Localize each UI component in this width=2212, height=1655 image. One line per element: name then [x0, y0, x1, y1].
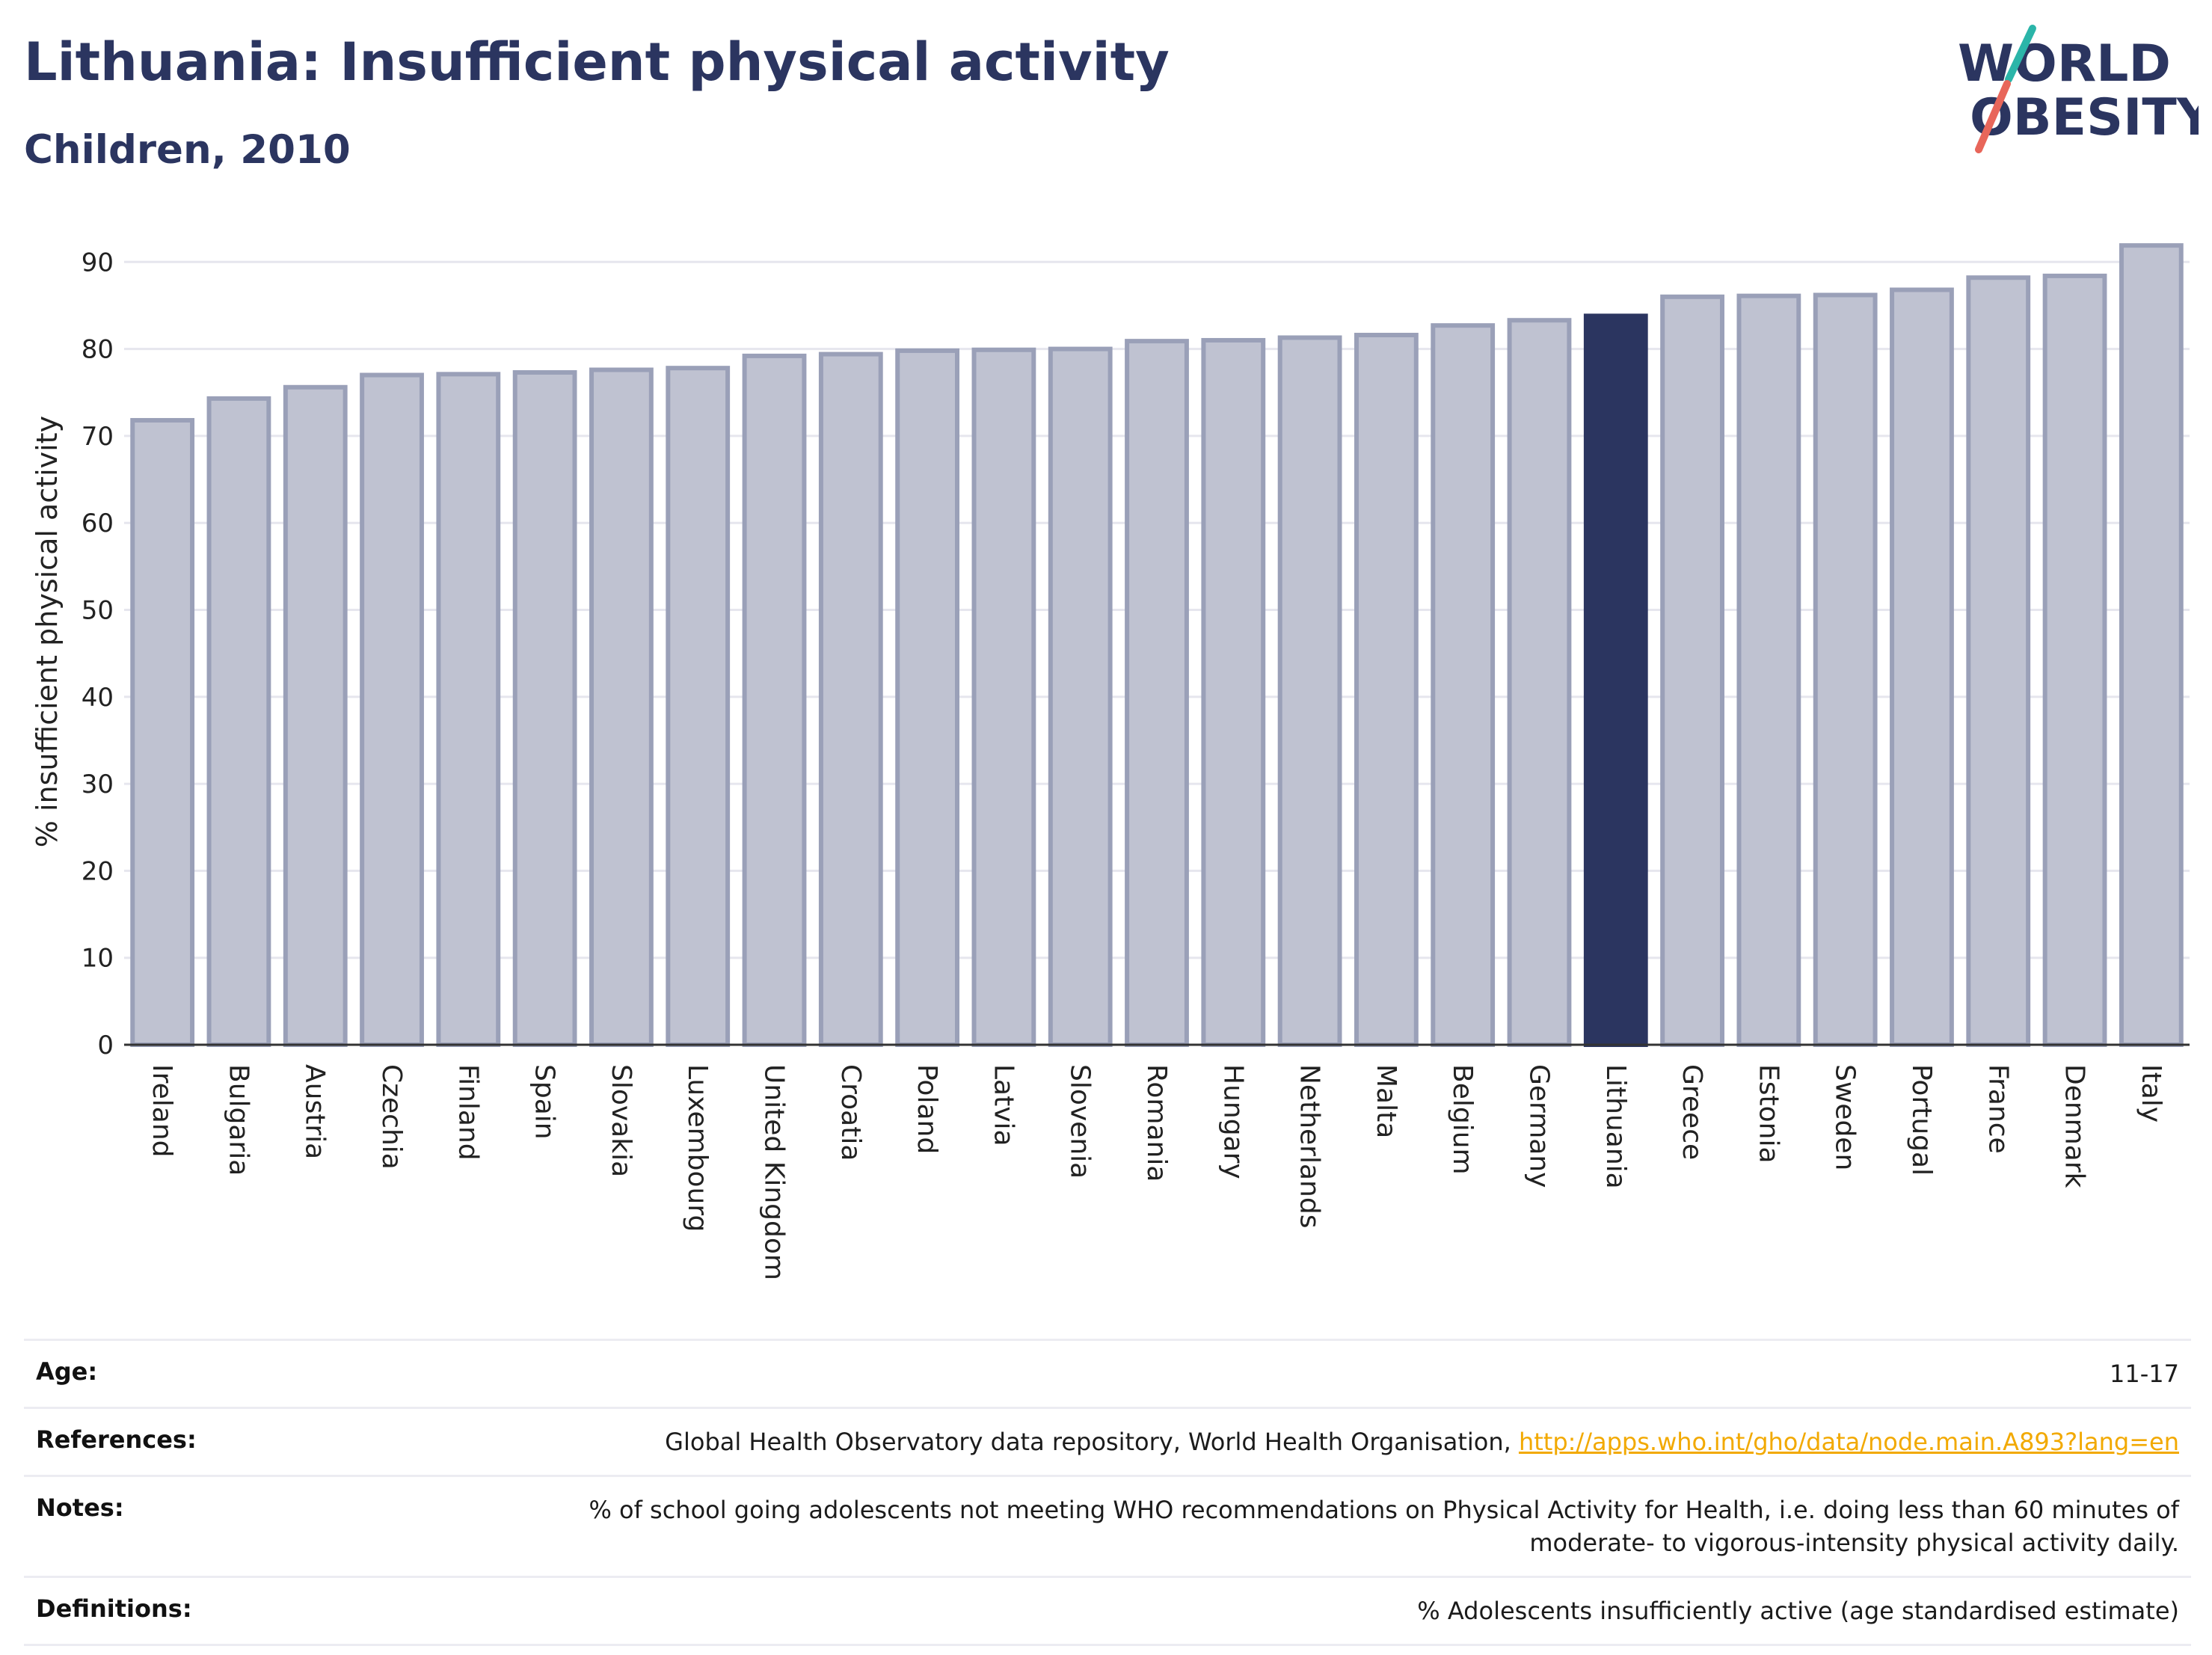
- meta-label-definitions: Definitions:: [36, 1594, 192, 1623]
- meta-row-notes: Notes: % of school going adolescents not…: [24, 1475, 2191, 1576]
- x-tick-label: Lithuania: [1600, 1064, 1631, 1189]
- x-tick-label: Italy: [2136, 1064, 2166, 1123]
- bar-portugal: [1890, 287, 1954, 1047]
- bar-slovakia: [589, 367, 654, 1047]
- references-link[interactable]: http://apps.who.int/gho/data/node.main.A…: [1518, 1428, 2179, 1456]
- x-tick-label: Hungary: [1217, 1064, 1248, 1179]
- x-tick-label: Sweden: [1830, 1064, 1861, 1170]
- y-tick-label: 80: [82, 335, 114, 365]
- world-obesity-logo: WORLD OBESITY: [1958, 25, 2199, 153]
- x-tick-label: Ireland: [147, 1064, 177, 1158]
- x-tick-label: Poland: [912, 1064, 942, 1154]
- meta-label-notes: Notes:: [36, 1493, 124, 1522]
- chart-title: Lithuania: Insufficient physical activit…: [24, 31, 1170, 93]
- bar-greece: [1660, 294, 1724, 1047]
- y-tick-label: 10: [82, 944, 114, 974]
- x-tick-label: Austria: [300, 1064, 331, 1159]
- bar-romania: [1125, 339, 1189, 1047]
- logo-teal-slash: [2005, 25, 2036, 83]
- y-tick-label: 40: [82, 683, 114, 713]
- y-tick-label: 70: [82, 422, 114, 452]
- x-tick-label: Denmark: [2059, 1064, 2090, 1188]
- y-tick-label: 30: [82, 770, 114, 799]
- bar-belgium: [1431, 323, 1496, 1048]
- meta-value-references: Global Health Observatory data repositor…: [665, 1425, 2179, 1458]
- y-tick-label: 20: [82, 856, 114, 886]
- x-tick-label: Greece: [1677, 1064, 1707, 1160]
- bar-germany: [1507, 318, 1572, 1047]
- bar-slovenia: [1048, 346, 1113, 1048]
- y-tick-label: 90: [82, 248, 114, 277]
- bar-malta: [1354, 332, 1419, 1047]
- bar-denmark: [2042, 273, 2107, 1048]
- bar-netherlands: [1277, 335, 1342, 1047]
- bar-luxembourg: [666, 366, 731, 1048]
- x-tick-label: Bulgaria: [223, 1064, 254, 1176]
- bars: [130, 243, 2184, 1048]
- x-tick-label: Germany: [1523, 1064, 1554, 1188]
- y-tick-label: 50: [82, 596, 114, 626]
- x-tick-label: Czechia: [376, 1064, 407, 1170]
- x-tick-label: United Kingdom: [759, 1064, 790, 1280]
- y-tick-label: 60: [82, 509, 114, 538]
- meta-value-definitions: % Adolescents insufficiently active (age…: [1417, 1597, 2179, 1625]
- y-axis-label: % insufficient physical activity: [31, 416, 64, 847]
- x-tick-label: Slovenia: [1065, 1064, 1096, 1179]
- x-tick-label: Portugal: [1906, 1064, 1937, 1176]
- metadata-table: Age: 11-17 References: Global Health Obs…: [24, 1339, 2191, 1646]
- meta-row-definitions: Definitions: % Adolescents insufficientl…: [24, 1576, 2191, 1646]
- bar-chart: 0 10 20 30 40 50 60 70 80 90 Ireland Bulgaria Austr…: [31, 243, 2190, 1280]
- meta-label-age: Age:: [36, 1357, 98, 1386]
- references-text: Global Health Observatory data repositor…: [665, 1428, 1519, 1456]
- logo-line1: WORLD: [1958, 34, 2171, 93]
- meta-row-references: References: Global Health Observatory da…: [24, 1407, 2191, 1475]
- logo-red-slash: [1975, 80, 2011, 153]
- x-tick-label: Finland: [452, 1064, 483, 1161]
- bar-spain: [512, 370, 577, 1048]
- x-tick-label: Malta: [1371, 1064, 1401, 1138]
- x-tick-label: Latvia: [988, 1064, 1019, 1146]
- bar-lithuania: [1583, 313, 1648, 1047]
- meta-value-notes: % of school going adolescents not meetin…: [589, 1496, 2179, 1557]
- meta-label-references: References:: [36, 1425, 197, 1454]
- bar-ireland: [130, 417, 195, 1047]
- y-tick-labels: 0 10 20 30 40 50 60 70 80 90: [82, 248, 114, 1060]
- x-tick-label: Romania: [1141, 1064, 1172, 1182]
- bar-croatia: [818, 351, 883, 1047]
- logo-line2: OBESITY: [1970, 88, 2199, 147]
- meta-row-age: Age: 11-17: [24, 1339, 2191, 1407]
- x-tick-label: Croatia: [835, 1064, 866, 1161]
- bar-united-kingdom: [742, 353, 807, 1047]
- x-tick-label: Estonia: [1753, 1064, 1784, 1164]
- x-tick-label: Slovakia: [606, 1064, 636, 1177]
- bar-sweden: [1813, 292, 1878, 1047]
- bar-bulgaria: [206, 396, 271, 1047]
- x-tick-label: Luxembourg: [682, 1064, 713, 1232]
- bar-finland: [436, 372, 501, 1047]
- x-tick-label: Belgium: [1447, 1064, 1478, 1175]
- bar-latvia: [971, 347, 1036, 1047]
- bar-austria: [283, 384, 348, 1047]
- bar-czechia: [360, 372, 424, 1047]
- bar-poland: [895, 348, 960, 1047]
- bar-italy: [2119, 243, 2184, 1047]
- y-tick-label: 0: [97, 1031, 114, 1060]
- bar-france: [1966, 275, 2031, 1047]
- bar-estonia: [1736, 293, 1801, 1048]
- x-tick-label: Netherlands: [1294, 1064, 1325, 1228]
- x-tick-labels: Ireland Bulgaria Austria Czechia Finland Spai…: [147, 1064, 2166, 1280]
- x-tick-label: France: [1982, 1064, 2013, 1154]
- chart-subtitle: Children, 2010: [24, 127, 351, 173]
- bar-hungary: [1201, 337, 1266, 1048]
- x-tick-label: Spain: [529, 1064, 560, 1140]
- meta-value-age: 11-17: [2110, 1360, 2179, 1388]
